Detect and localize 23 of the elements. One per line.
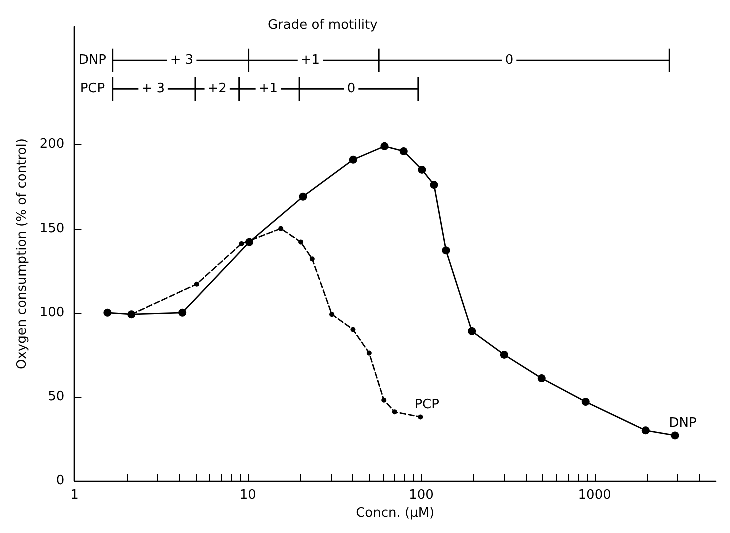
x-tick-label: 100 <box>409 488 434 504</box>
x-axis-title: Concn. (μM) <box>356 506 435 521</box>
x-tick-label: 1 <box>70 488 79 504</box>
y-tick-label: 150 <box>40 221 65 236</box>
annotation: 0 <box>505 53 514 68</box>
y-tick-label: 0 <box>56 474 65 489</box>
x-tick-label: 10 <box>240 488 256 504</box>
chart-title: Grade of motility <box>268 18 378 33</box>
y-tick-label: 50 <box>48 390 65 405</box>
annotation: +1 <box>300 53 320 68</box>
series-label: PCP <box>414 398 440 413</box>
annotation: 0 <box>347 82 356 97</box>
annotation: PCP <box>80 82 106 97</box>
annotation: +1 <box>258 82 278 97</box>
annotation: DNP <box>78 53 107 68</box>
y-axis-title: Oxygen consumption (% of control) <box>15 138 30 370</box>
annotation: + 3 <box>142 82 165 97</box>
y-tick-label: 200 <box>40 137 65 152</box>
annotation: +2 <box>208 82 227 97</box>
annotation: + 3 <box>170 53 194 68</box>
series-label: DNP <box>669 416 697 432</box>
y-tick-label: 100 <box>40 305 65 320</box>
x-tick-label: 1000 <box>578 488 612 504</box>
